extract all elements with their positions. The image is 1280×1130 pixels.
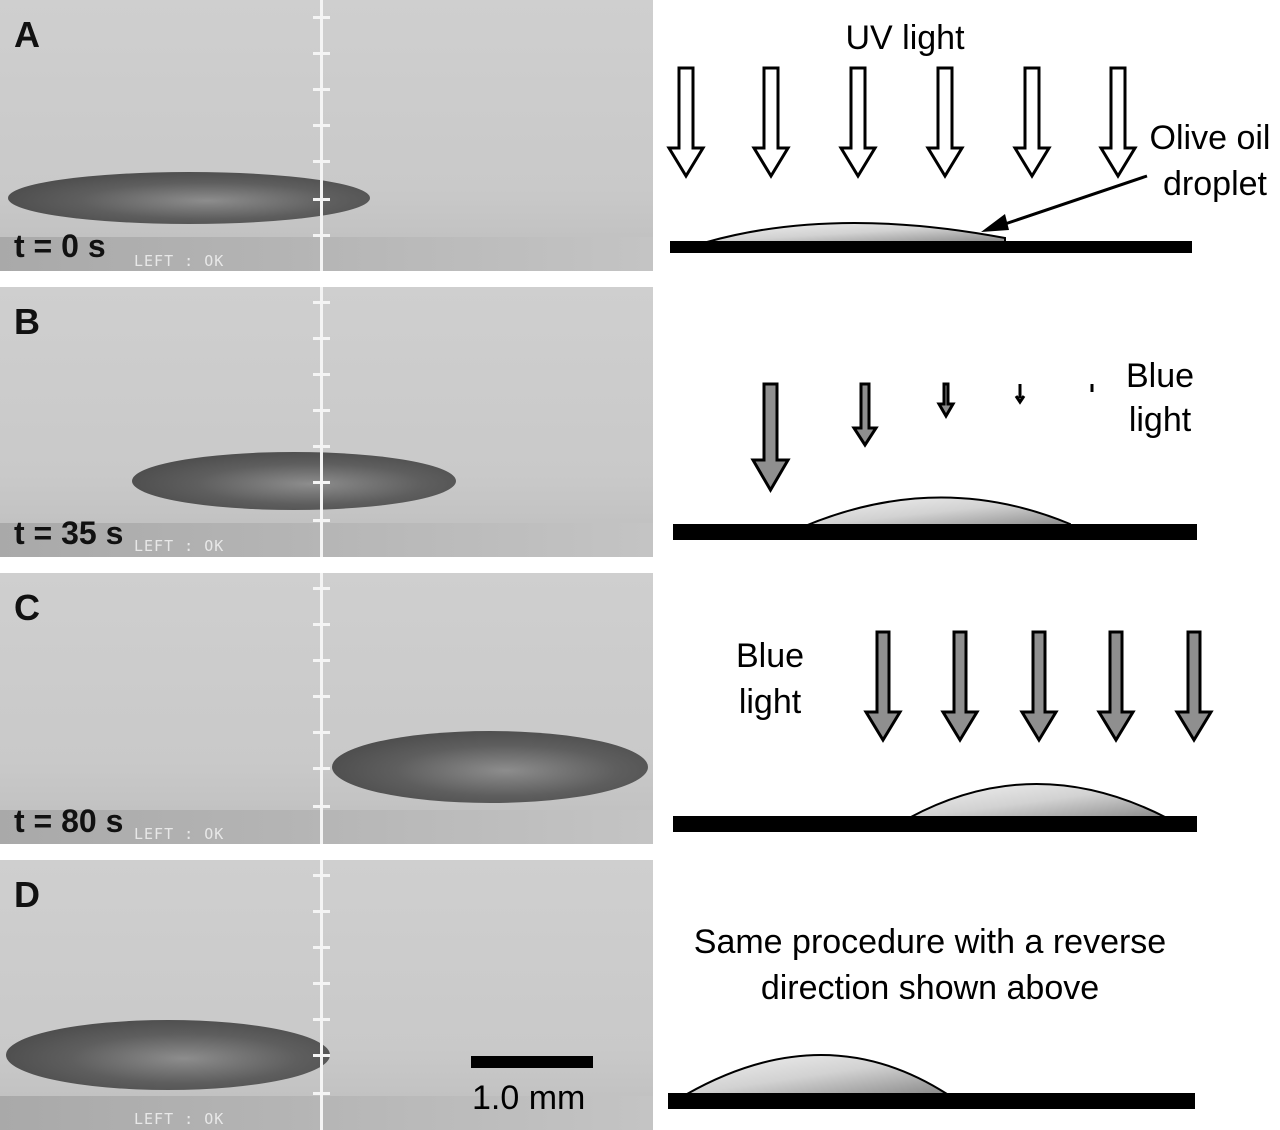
- substrate-c: [673, 816, 1197, 832]
- ruler-tick: [313, 198, 330, 201]
- uv-arrows: [666, 66, 1138, 179]
- ruler-tick: [313, 445, 330, 448]
- oil-droplet: [6, 1020, 330, 1090]
- ruler-tick: [313, 234, 330, 237]
- ruler-tick: [313, 409, 330, 412]
- ruler-tick: [313, 481, 330, 484]
- oil-droplet: [8, 172, 370, 224]
- uv-arrow: [925, 66, 965, 179]
- ruler-tick: [313, 910, 330, 913]
- blue-arrows-decreasing: [750, 382, 1094, 493]
- panel-label: D: [14, 874, 40, 915]
- ruler-tick: [313, 767, 330, 770]
- scale-ruler: [320, 287, 323, 557]
- substrate-d: [668, 1093, 1195, 1109]
- ruler-tick: [313, 124, 330, 127]
- ruler-tick: [313, 1018, 330, 1021]
- blue-arrows: [863, 630, 1214, 743]
- panel-label: C: [14, 587, 40, 628]
- camera-status: LEFT : OK: [134, 252, 225, 270]
- pointer-arrow: [992, 174, 1148, 230]
- time-label: t = 35 s: [14, 515, 124, 551]
- blue-arrow: [1096, 630, 1136, 743]
- substrate-a: [670, 241, 1192, 253]
- ruler-tick: [313, 16, 330, 19]
- ruler-tick: [313, 337, 330, 340]
- oil-droplet: [132, 452, 456, 510]
- ruler-tick: [313, 874, 330, 877]
- ruler-tick: [313, 623, 330, 626]
- ruler-tick: [313, 1092, 330, 1095]
- substrate-shadow: [0, 523, 653, 557]
- substrate-shadow: [0, 810, 653, 844]
- camera-status: LEFT : OK: [134, 825, 225, 843]
- ruler-tick: [313, 373, 330, 376]
- substrate-shadow: [0, 237, 653, 271]
- time-label: t = 80 s: [14, 803, 124, 839]
- blue-arrow: [936, 382, 956, 419]
- substrate-b: [673, 524, 1197, 540]
- schematic-diagram: [666, 66, 1214, 1109]
- droplet-a: [706, 221, 1006, 243]
- scale-ruler: [320, 0, 323, 271]
- photo-panel-a: A t = 0 s LEFT : OK: [0, 0, 653, 271]
- uv-arrow: [666, 66, 706, 179]
- ruler-tick: [313, 659, 330, 662]
- droplet-d: [683, 1054, 951, 1095]
- uv-arrow: [1012, 66, 1052, 179]
- ruler-tick: [313, 519, 330, 522]
- reverse-procedure-text: direction shown above: [760, 969, 1100, 1007]
- blue-arrow: [1014, 384, 1026, 405]
- camera-status: LEFT : OK: [134, 537, 225, 555]
- panel-label: A: [14, 14, 40, 55]
- blue-arrow: [863, 630, 903, 743]
- uv-arrow: [1098, 66, 1138, 179]
- blue-light-label: light: [1128, 401, 1192, 439]
- ruler-tick: [313, 695, 330, 698]
- ruler-tick: [313, 731, 330, 734]
- uv-light-label: UV light: [845, 19, 965, 57]
- droplet-label-line2: droplet: [1163, 165, 1267, 203]
- blue-arrow: [1019, 630, 1059, 743]
- panel-label: B: [14, 301, 40, 342]
- droplet-b: [804, 496, 1071, 527]
- ruler-tick: [313, 805, 330, 808]
- uv-arrow: [751, 66, 791, 179]
- time-label: t = 0 s: [14, 228, 106, 264]
- camera-status: LEFT : OK: [134, 1110, 225, 1128]
- ruler-tick: [313, 52, 330, 55]
- blue-arrow: [851, 382, 879, 448]
- photo-panel-d: D LEFT : OK: [0, 860, 653, 1130]
- ruler-tick: [313, 301, 330, 304]
- scale-bar: [471, 1056, 593, 1068]
- scale-ruler: [320, 860, 323, 1130]
- photo-panel-c: C t = 80 s LEFT : OK: [0, 573, 653, 844]
- blue-light-label: Blue: [735, 637, 805, 675]
- blue-light-label: light: [738, 683, 802, 721]
- scale-ruler: [320, 573, 323, 844]
- blue-light-label: Blue: [1125, 357, 1195, 395]
- ruler-tick: [313, 1054, 330, 1057]
- oil-droplet: [332, 731, 648, 803]
- scale-bar-label: 1.0 mm: [472, 1079, 586, 1117]
- uv-arrow: [838, 66, 878, 179]
- ruler-tick: [313, 160, 330, 163]
- blue-arrow: [750, 382, 791, 493]
- ruler-tick: [313, 88, 330, 91]
- photo-panel-b: B t = 35 s LEFT : OK: [0, 287, 653, 557]
- substrate-shadow: [0, 1096, 653, 1130]
- droplet-c: [908, 783, 1168, 819]
- blue-arrow: [940, 630, 980, 743]
- ruler-tick: [313, 587, 330, 590]
- blue-arrow: [1174, 630, 1214, 743]
- pointer-arrow-head: [981, 214, 1009, 232]
- ruler-tick: [313, 982, 330, 985]
- ruler-tick: [313, 946, 330, 949]
- droplet-label-line1: Olive oil: [1149, 119, 1271, 157]
- reverse-procedure-text: Same procedure with a reverse: [693, 923, 1167, 961]
